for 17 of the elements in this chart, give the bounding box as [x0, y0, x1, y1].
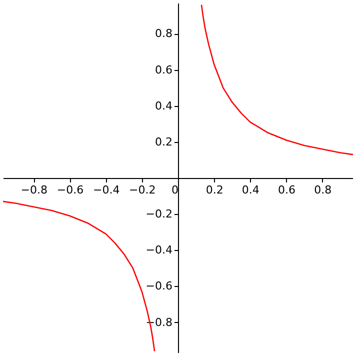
y-tick-label: 0.8 [155, 27, 172, 40]
x-tick-label: −0.8 [20, 184, 48, 196]
y-tick-label: 0.2 [155, 135, 172, 148]
x-tick-label: 0.8 [314, 184, 332, 196]
y-tick-label: −0.6 [146, 280, 172, 293]
x-tick-label: 0.4 [242, 184, 260, 196]
x-tick-label: 0.6 [278, 184, 296, 196]
x-tick-label: −0.4 [92, 184, 120, 196]
y-tick-label: −0.2 [146, 208, 172, 221]
y-tick-label: 0.6 [155, 63, 172, 76]
x-tick-label: 0 [172, 184, 178, 196]
x-tick-label: −0.6 [56, 184, 84, 196]
y-tick-label: 0.4 [155, 99, 172, 112]
line-series [200, 4, 353, 156]
y-tick-label: −0.4 [146, 244, 172, 257]
x-tick-label: 0.2 [206, 184, 224, 196]
x-tick-label: −0.2 [129, 184, 156, 196]
